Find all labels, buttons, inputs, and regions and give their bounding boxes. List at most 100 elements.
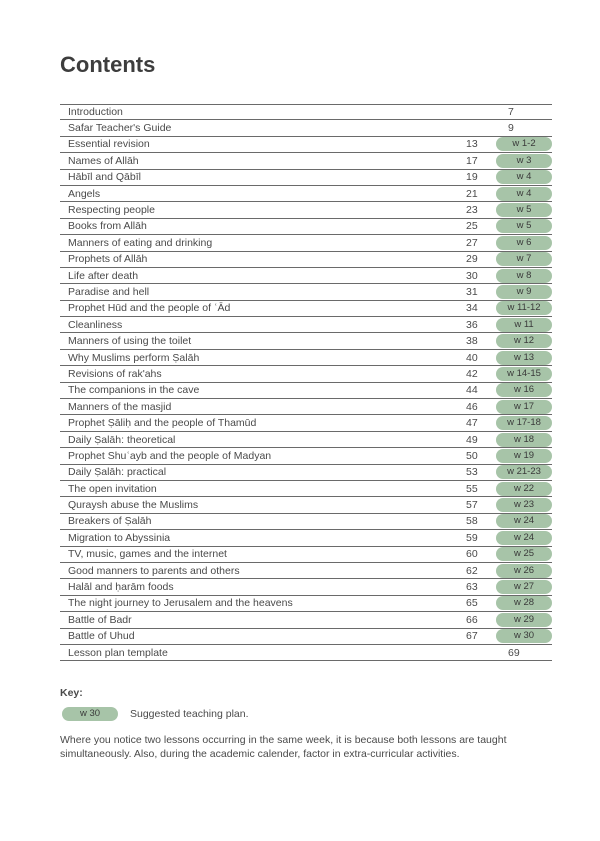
toc-entry-page: 42 <box>464 368 492 380</box>
toc-entry-title: Why Muslims perform Ṣalāh <box>60 352 464 364</box>
toc-row: Manners of using the toilet38w 12 <box>60 333 552 349</box>
toc-entry-title: TV, music, games and the internet <box>60 548 464 560</box>
week-pill: w 1-2 <box>496 137 552 151</box>
week-pill: w 14-15 <box>496 367 552 381</box>
week-pill: w 25 <box>496 547 552 561</box>
toc-entry-title: Essential revision <box>60 138 464 150</box>
toc-row: Life after death30 w 8 <box>60 268 552 284</box>
toc-row: Hābīl and Qābīl19w 4 <box>60 170 552 186</box>
toc-row: Essential revision13w 1-2 <box>60 137 552 153</box>
toc-entry-title: Daily Ṣalāh: practical <box>60 466 464 478</box>
toc-row: Prophet Hūd and the people of ʿĀd34w 11-… <box>60 301 552 317</box>
week-pill: w 17-18 <box>496 416 552 430</box>
week-pill: w 24 <box>496 514 552 528</box>
toc-entry-page: 58 <box>464 515 492 527</box>
toc-entry-page: 55 <box>464 483 492 495</box>
toc-row: Angels21 w 4 <box>60 186 552 202</box>
toc-entry-page: 60 <box>464 548 492 560</box>
toc-entry-page: 27 <box>464 237 492 249</box>
toc-entry-page: 49 <box>464 434 492 446</box>
toc-entry-title: Prophet Ṣāliḥ and the people of Thamūd <box>60 417 464 429</box>
toc-entry-page: 40 <box>464 352 492 364</box>
toc-entry-page: 25 <box>464 220 492 232</box>
toc-entry-page: 67 <box>464 630 492 642</box>
toc-entry-title: Books from Allāh <box>60 220 464 232</box>
week-pill: w 8 <box>496 269 552 283</box>
toc-entry-title: Paradise and hell <box>60 286 464 298</box>
toc-entry-title: Angels <box>60 188 464 200</box>
toc-row: Revisions of rak'ahs42w 14-15 <box>60 366 552 382</box>
toc-entry-title: Respecting people <box>60 204 464 216</box>
toc-entry-title: Prophets of Allāh <box>60 253 464 265</box>
toc-row: The night journey to Jerusalem and the h… <box>60 596 552 612</box>
toc-entry-page: 7 <box>506 106 534 118</box>
toc-entry-title: Migration to Abyssinia <box>60 532 464 544</box>
toc-entry-title: Good manners to parents and others <box>60 565 464 577</box>
toc-entry-page: 34 <box>464 302 492 314</box>
toc-entry-page: 19 <box>464 171 492 183</box>
week-pill: w 17 <box>496 400 552 414</box>
toc-entry-title: Quraysh abuse the Muslims <box>60 499 464 511</box>
week-pill: w 5 <box>496 203 552 217</box>
toc-entry-title: Safar Teacher's Guide <box>60 122 506 134</box>
toc-entry-title: Halāl and ḥarām foods <box>60 581 464 593</box>
toc-entry-title: Breakers of Ṣalāh <box>60 515 464 527</box>
week-pill: w 9 <box>496 285 552 299</box>
toc-entry-title: Manners of the masjid <box>60 401 464 413</box>
toc-entry-title: Life after death <box>60 270 464 282</box>
toc-entry-page: 69 <box>506 647 534 659</box>
toc-entry-page: 47 <box>464 417 492 429</box>
toc-row: Migration to Abyssinia59 w 24 <box>60 530 552 546</box>
toc-entry-page: 59 <box>464 532 492 544</box>
week-pill: w 27 <box>496 580 552 594</box>
week-pill: w 3 <box>496 154 552 168</box>
toc-entry-title: Prophet Hūd and the people of ʿĀd <box>60 302 464 314</box>
toc-row: Prophets of Allāh29w 7 <box>60 252 552 268</box>
week-pill: w 23 <box>496 498 552 512</box>
toc-entry-page: 38 <box>464 335 492 347</box>
toc-row: Names of Allāh17w 3 <box>60 153 552 169</box>
toc-entry-page: 21 <box>464 188 492 200</box>
week-pill: w 19 <box>496 449 552 463</box>
toc-entry-title: The night journey to Jerusalem and the h… <box>60 597 464 609</box>
toc-entry-title: Hābīl and Qābīl <box>60 171 464 183</box>
toc-row: Respecting people23w 5 <box>60 202 552 218</box>
toc-entry-page: 9 <box>506 122 534 134</box>
week-pill: w 24 <box>496 531 552 545</box>
toc-entry-page: 53 <box>464 466 492 478</box>
toc-entry-page: 66 <box>464 614 492 626</box>
toc-row: Cleanliness36w 11 <box>60 317 552 333</box>
toc-row: Manners of the masjid46 w 17 <box>60 399 552 415</box>
week-pill: w 6 <box>496 236 552 250</box>
toc-entry-title: Introduction <box>60 106 506 118</box>
toc-row: Safar Teacher's Guide9 <box>60 120 552 136</box>
toc-row: Prophet Shuʿayb and the people of Madyan… <box>60 448 552 464</box>
week-pill: w 18 <box>496 433 552 447</box>
toc-entry-page: 50 <box>464 450 492 462</box>
toc-entry-title: Lesson plan template <box>60 647 506 659</box>
toc-row: Lesson plan template69 <box>60 645 552 661</box>
toc-row: Battle of Badr66w 29 <box>60 612 552 628</box>
key-row: w 30 Suggested teaching plan. <box>62 707 552 721</box>
week-pill: w 26 <box>496 564 552 578</box>
key-pill-desc: Suggested teaching plan. <box>130 708 249 720</box>
week-pill: w 7 <box>496 252 552 266</box>
toc-row: Prophet Ṣāliḥ and the people of Thamūd47… <box>60 415 552 431</box>
week-pill: w 21-23 <box>496 465 552 479</box>
toc-row: The companions in the cave44w 16 <box>60 383 552 399</box>
toc-entry-title: Prophet Shuʿayb and the people of Madyan <box>60 450 464 462</box>
toc-row: The open invitation55w 22 <box>60 481 552 497</box>
toc-row: Manners of eating and drinking27w 6 <box>60 235 552 251</box>
week-pill: w 12 <box>496 334 552 348</box>
toc-entry-page: 62 <box>464 565 492 577</box>
week-pill: w 4 <box>496 187 552 201</box>
key-block: Key: w 30 Suggested teaching plan. Where… <box>60 687 552 761</box>
toc-row: Introduction7 <box>60 104 552 120</box>
toc-entry-title: Battle of Uhud <box>60 630 464 642</box>
toc-entry-page: 46 <box>464 401 492 413</box>
week-pill: w 11 <box>496 318 552 332</box>
toc-entry-page: 31 <box>464 286 492 298</box>
toc-entry-page: 30 <box>464 270 492 282</box>
toc-entry-title: Battle of Badr <box>60 614 464 626</box>
toc-entry-page: 36 <box>464 319 492 331</box>
